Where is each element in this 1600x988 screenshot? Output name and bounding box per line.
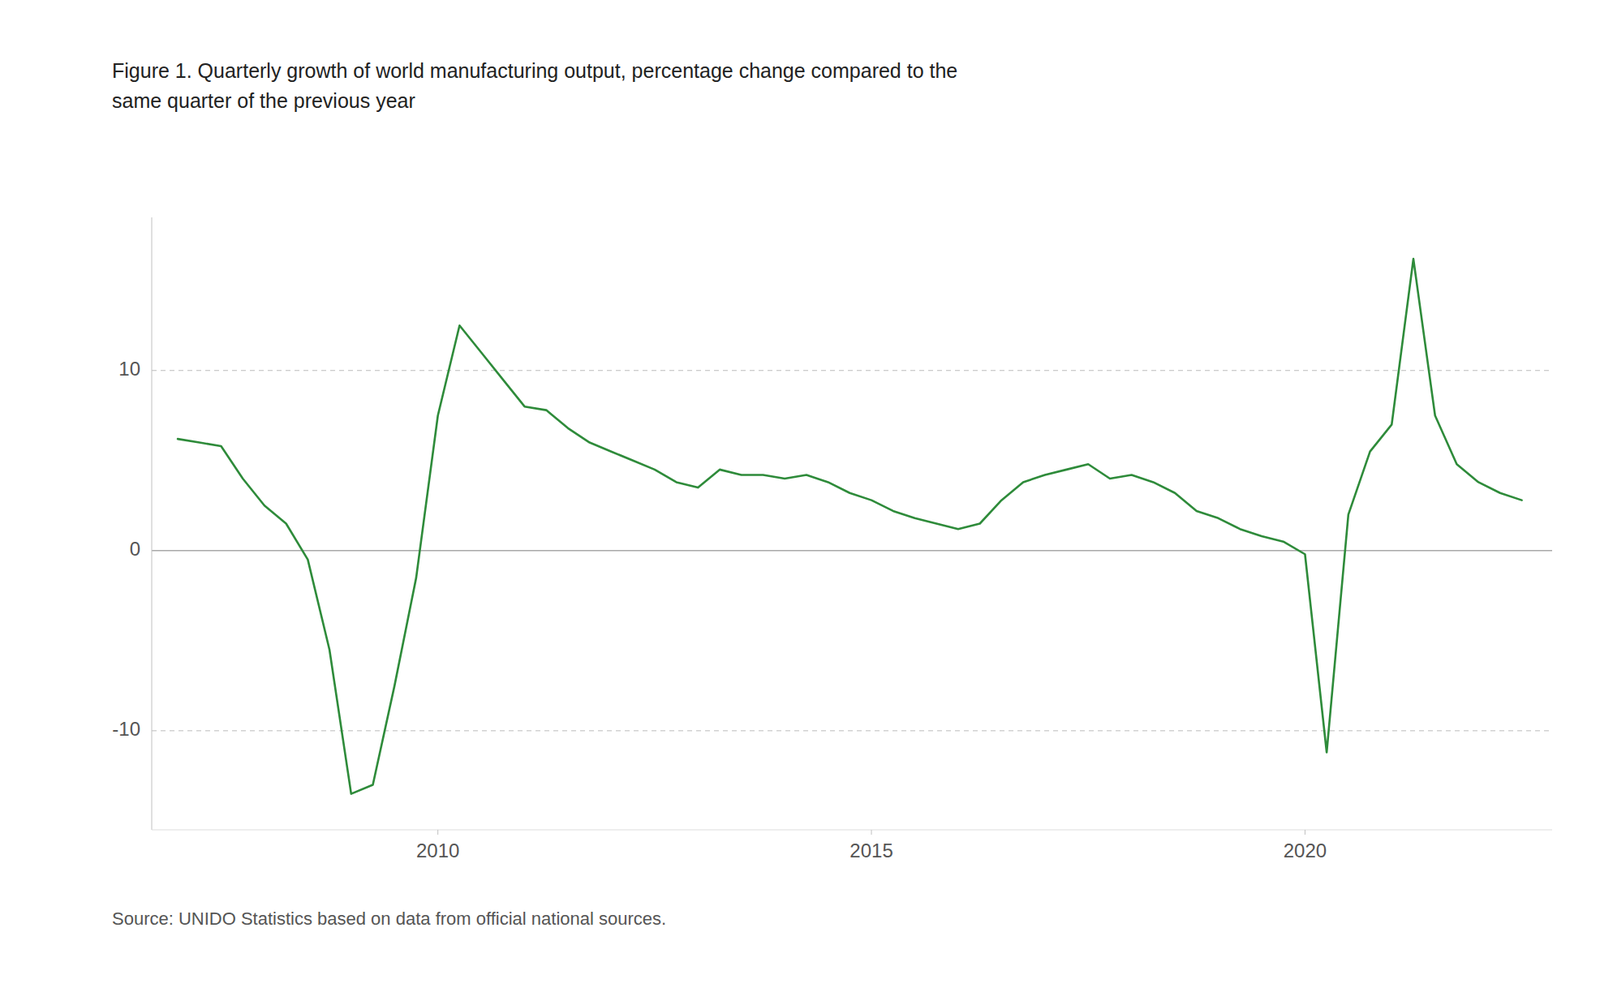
x-tick-label: 2010 <box>416 839 460 862</box>
data-line <box>177 258 1523 795</box>
x-tick <box>871 830 873 835</box>
chart-title: Figure 1. Quarterly growth of world manu… <box>111 59 958 112</box>
x-tick <box>1304 830 1306 835</box>
x-axis: 2010 2015 2020 <box>151 830 1553 862</box>
x-tick-label: 2020 <box>1283 839 1327 862</box>
source-note: Source: UNIDO Statistics based on data f… <box>111 908 667 930</box>
y-tick-label: 10 <box>118 357 141 380</box>
background <box>0 0 1600 988</box>
y-tick-label: -10 <box>111 718 141 740</box>
y-axis-line <box>151 217 153 831</box>
x-tick <box>437 830 439 835</box>
y-tick-label: 0 <box>129 537 141 560</box>
chart-container: Figure 1. Quarterly growth of world manu… <box>0 0 1600 988</box>
x-axis-line <box>151 830 1553 831</box>
y-axis: -10 0 10 <box>111 217 152 831</box>
plot-data <box>177 258 1523 795</box>
title-line: Figure 1. Quarterly growth of world manu… <box>111 59 958 82</box>
grid-line <box>151 369 1553 371</box>
title-line: same quarter of the previous year <box>111 89 416 112</box>
chart-svg: Figure 1. Quarterly growth of world manu… <box>0 0 1600 988</box>
x-tick-label: 2015 <box>849 839 893 862</box>
grid <box>151 370 1553 732</box>
grid-line <box>151 730 1553 732</box>
zero-line <box>151 550 1553 552</box>
